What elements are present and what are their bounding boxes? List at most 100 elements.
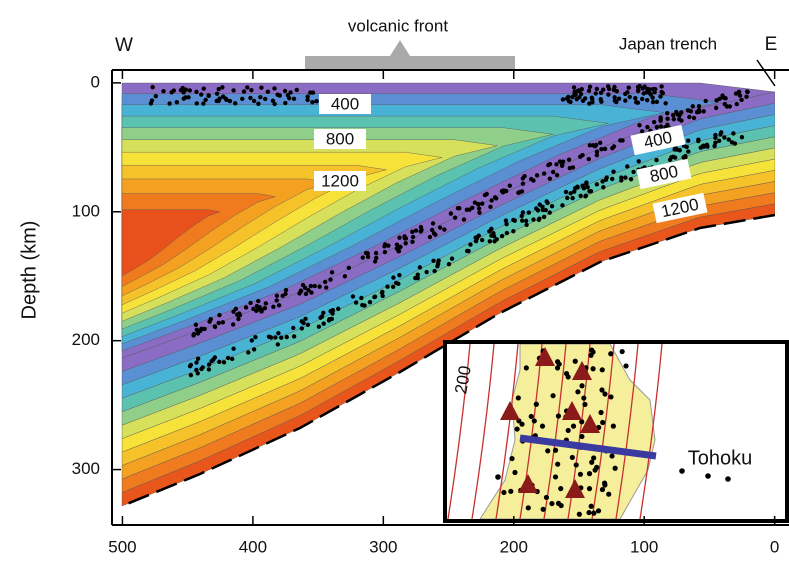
earthquake xyxy=(240,96,245,101)
earthquake xyxy=(520,181,526,186)
earthquake xyxy=(191,333,196,338)
earthquake xyxy=(321,310,326,316)
earthquake xyxy=(685,138,691,143)
inset-quake xyxy=(590,349,596,355)
earthquake xyxy=(663,101,668,106)
earthquake xyxy=(640,86,645,91)
earthquake xyxy=(489,226,494,232)
inset-quake xyxy=(509,455,515,462)
earthquake xyxy=(275,342,281,347)
earthquake xyxy=(432,268,437,274)
earthquake xyxy=(365,251,370,256)
earthquake xyxy=(178,87,184,93)
earthquake xyxy=(571,85,577,90)
earthquake xyxy=(636,87,641,93)
earthquake xyxy=(651,119,657,125)
earthquake xyxy=(306,288,311,293)
earthquake xyxy=(660,91,666,96)
earthquake xyxy=(625,90,630,95)
earthquake xyxy=(592,143,598,149)
earthquake xyxy=(187,88,193,93)
inset-contour xyxy=(447,344,471,519)
earthquake xyxy=(336,306,341,311)
earthquake xyxy=(150,84,155,90)
earthquake xyxy=(587,189,592,194)
earthquake xyxy=(519,213,524,219)
earthquake xyxy=(183,87,188,92)
earthquake xyxy=(280,293,285,299)
earthquake xyxy=(291,96,297,101)
earthquake xyxy=(249,338,254,343)
contour-label-text: 400 xyxy=(331,94,359,113)
earthquake xyxy=(545,200,550,206)
earthquake xyxy=(739,97,744,103)
earthquake xyxy=(329,316,335,322)
inset-quake xyxy=(508,488,514,494)
contour-label-text: 800 xyxy=(326,129,354,148)
earthquake xyxy=(212,324,218,330)
contour-label-box xyxy=(636,158,692,190)
inset-quake xyxy=(599,367,605,373)
earthquake xyxy=(385,284,390,289)
inset-map: 200 Tohoku xyxy=(443,340,789,523)
earthquake xyxy=(312,283,317,289)
earthquake xyxy=(305,322,311,328)
earthquake xyxy=(415,275,420,281)
earthquake xyxy=(188,372,194,378)
earthquake xyxy=(199,366,204,372)
earthquake xyxy=(243,305,249,310)
contour-label: 1200 xyxy=(314,171,366,191)
earthquake xyxy=(235,312,240,317)
earthquake xyxy=(221,360,227,365)
inset-volcano xyxy=(500,401,520,420)
earthquake xyxy=(201,101,206,106)
earthquake xyxy=(563,189,569,195)
earthquake xyxy=(504,230,510,236)
earthquake xyxy=(677,117,682,122)
earthquake xyxy=(194,89,199,95)
volcanic-front-marker xyxy=(390,40,410,56)
inset-quake xyxy=(595,508,602,514)
earthquake xyxy=(194,101,199,106)
earthquake xyxy=(507,183,513,188)
earthquake xyxy=(442,227,447,232)
earthquake xyxy=(277,93,283,98)
earthquake xyxy=(633,96,638,101)
earthquake xyxy=(398,244,403,250)
earthquake xyxy=(410,234,416,240)
earthquake xyxy=(598,97,603,102)
earthquake xyxy=(691,115,697,121)
earthquake xyxy=(360,302,365,308)
inset-quake xyxy=(591,455,597,461)
earthquake xyxy=(274,293,280,298)
earthquake xyxy=(482,192,488,198)
earthquake xyxy=(547,161,553,167)
earthquake xyxy=(467,207,472,212)
earthquake xyxy=(246,350,251,355)
earthquake xyxy=(503,188,509,194)
earthquake xyxy=(431,231,437,236)
inset-contour xyxy=(591,344,615,519)
earthquake xyxy=(672,155,678,160)
earthquake xyxy=(594,182,600,187)
earthquake xyxy=(658,124,664,129)
earthquake xyxy=(346,265,352,271)
inset-quake xyxy=(545,448,551,454)
contour-label: 800 xyxy=(314,129,366,149)
earthquake xyxy=(258,95,263,100)
inset-quake xyxy=(495,474,501,480)
earthquake xyxy=(560,159,566,164)
inset-quake xyxy=(558,502,564,509)
earthquake xyxy=(564,96,570,101)
inset-quake xyxy=(554,359,561,365)
earthquake xyxy=(181,96,186,101)
inset-quake xyxy=(549,500,555,507)
earthquake xyxy=(610,176,615,182)
earthquake xyxy=(206,93,211,99)
earthquake xyxy=(644,97,650,103)
earthquake xyxy=(526,210,532,215)
earthquake xyxy=(531,217,536,222)
earthquake xyxy=(272,86,277,91)
inset-quake xyxy=(552,474,559,480)
earthquake xyxy=(737,93,743,98)
